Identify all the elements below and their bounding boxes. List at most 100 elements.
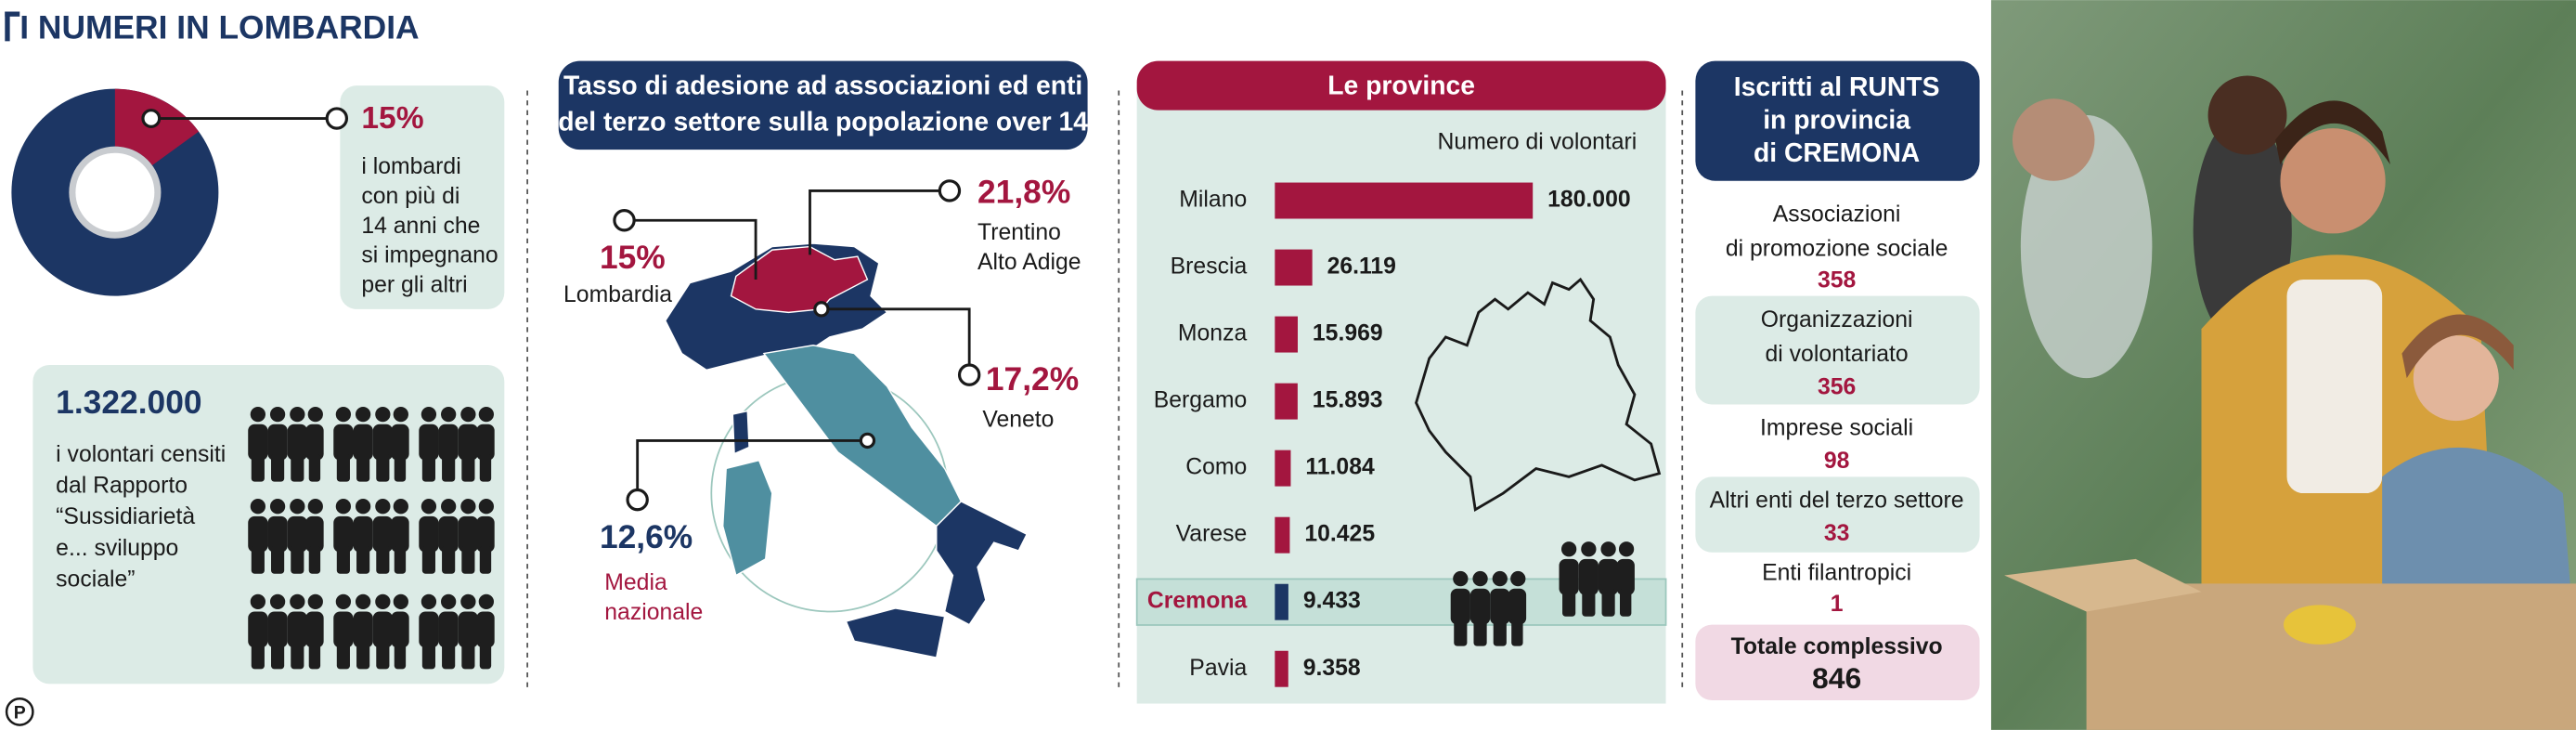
volunteers-figure: 1.322.000 [56,385,201,421]
runts-count: 1 [1831,592,1844,617]
bar-value-label: 180.000 [1547,188,1631,213]
bar [1275,182,1534,219]
category-label: Milano [1179,188,1247,213]
callout-line [821,307,971,372]
category-label: Cremona [1147,589,1248,614]
runts-title: Iscritti al RUNTS [1734,72,1940,101]
donut-description: si impegnano [361,243,498,268]
bar [1275,316,1298,353]
runts-count: 358 [1818,267,1857,293]
bar-value-label: 11.084 [1305,455,1375,480]
volunteers-text: dal Rapporto [56,474,188,499]
photo [1990,0,2576,730]
runts-total-label: Totale complessivo [1731,634,1943,659]
header-mark [5,11,20,17]
volunteers-text: “Sussidiarietà [56,504,195,529]
region-name: Veneto [982,408,1054,433]
region-name: nazionale [604,600,703,625]
callout-dot [957,363,981,386]
callout-dot [938,179,962,202]
bar-value-label: 9.433 [1303,589,1361,614]
runts-item: di promozione sociale [1726,237,1948,262]
callout-dot [141,109,162,128]
callout-line [809,189,950,255]
callout-dot [613,209,636,232]
runts-box [1695,476,1980,553]
donut-hole [75,152,155,232]
bar [1275,450,1291,487]
bar [1275,583,1288,620]
bar-value-label: 10.425 [1304,522,1375,547]
bar-subtitle: Numero di volontari [1438,130,1638,155]
bar-title: Le province [1327,70,1475,99]
donut-description: con più di [361,184,460,209]
donut-description: 14 anni che [361,214,480,239]
region-value: 15% [600,240,666,276]
region-name: Trentino [977,220,1061,245]
category-label: Varese [1176,522,1248,547]
lombardy-outline [1415,277,1662,513]
bar-title-box [1136,60,1666,111]
runts-count: 98 [1824,449,1850,474]
region-value: 21,8% [977,174,1070,210]
bar [1275,383,1298,420]
donut-description: per gli altri [361,273,467,298]
header-mark [5,11,10,42]
bar [1275,249,1313,286]
header-title: I NUMERI IN LOMBARDIA [19,9,419,46]
info-box [340,85,505,309]
runts-title-box [1695,60,1980,181]
bar-chart: Milano 180.000 Brescia 26.119 Monza 15.969 Ber… [1135,182,1667,687]
category-label: Como [1185,455,1247,480]
runts-item: Organizzazioni [1761,307,1913,332]
runts-item: Enti filantropici [1762,560,1911,585]
callout-line [624,218,757,280]
map-title-box [558,60,1088,150]
runts-count: 33 [1824,521,1850,546]
bar [1275,516,1290,554]
category-label: Monza [1178,321,1248,346]
runts-title: in provincia [1763,105,1910,135]
runts-total-count: 846 [1812,661,1861,695]
logo [5,697,34,726]
donut-value-label: 15% [361,101,423,136]
category-label: Brescia [1171,254,1248,280]
callout-dot [813,301,830,318]
region-name: Media [604,570,667,595]
callout-line [636,438,868,490]
volunteers-text: e... sviluppo [56,536,178,561]
runts-total-box [1695,624,1980,701]
runts-title: di CREMONA [1754,137,1920,167]
map-title: del terzo settore sulla popolazione over… [558,106,1088,136]
runts-box [1695,295,1980,405]
callout-dot [859,432,876,450]
runts-item: Altri enti del terzo settore [1710,488,1964,513]
region-name: Alto Adige [977,250,1081,275]
italy-map [664,242,1029,658]
region-name: Lombardia [563,282,672,307]
bar-value-label: 9.358 [1303,656,1361,681]
category-label: Pavia [1189,656,1247,681]
bar [1275,650,1288,687]
donut-chart [11,88,219,296]
map-title: Tasso di adesione ad associazioni ed ent… [563,70,1082,99]
callout-dot [325,107,349,130]
donut-segment [114,88,200,166]
category-label: Bergamo [1154,388,1248,413]
volunteers-text: sociale” [56,567,135,592]
runts-item: Associazioni [1773,202,1901,227]
runts-item: di volontariato [1766,342,1909,367]
runts-count: 356 [1818,374,1856,399]
bar-value-label: 15.893 [1313,388,1383,413]
region-value: 12,6% [600,519,693,555]
region-value: 17,2% [986,361,1079,398]
bar-value-label: 26.119 [1327,254,1396,280]
callout-dot [626,488,649,512]
runts-item: Imprese sociali [1760,416,1913,441]
bar-value-label: 15.969 [1313,321,1383,346]
people-icons [248,406,495,670]
donut-description: i lombardi [361,154,460,179]
volunteers-text: i volontari censiti [56,442,226,467]
